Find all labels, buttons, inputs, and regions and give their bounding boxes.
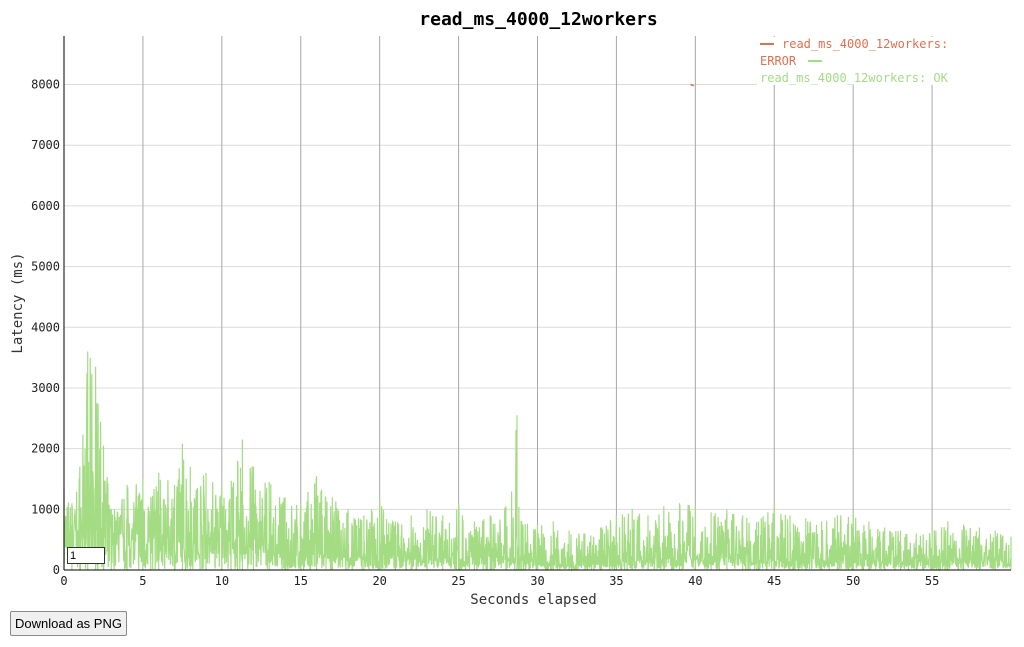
x-tick-label: 30 (530, 574, 544, 588)
y-tick-label: 3000 (31, 381, 60, 395)
legend-error-label-cont: ERROR (760, 54, 797, 68)
x-axis-label: Seconds elapsed (470, 592, 596, 608)
legend-error-label: read_ms_4000_12workers: (782, 37, 948, 51)
x-tick-label: 15 (294, 574, 308, 588)
x-tick-label: 45 (767, 574, 781, 588)
x-tick-label: 55 (925, 574, 939, 588)
x-tick-label: 50 (846, 574, 860, 588)
x-tick-label: 0 (60, 574, 67, 588)
y-tick-label: 6000 (31, 199, 60, 213)
y-tick-label: 7000 (31, 138, 60, 152)
x-tick-label: 20 (372, 574, 386, 588)
legend-background (757, 37, 1011, 85)
y-tick-label: 2000 (31, 442, 60, 456)
series-error-line (690, 83, 695, 87)
legend-ok-label: read_ms_4000_12workers: OK (760, 71, 949, 85)
x-tick-label: 35 (609, 574, 623, 588)
x-tick-label: 25 (451, 574, 465, 588)
y-tick-label: 0 (53, 563, 60, 577)
y-tick-label: 4000 (31, 320, 60, 334)
x-tick-label: 40 (688, 574, 702, 588)
series-ok-line (63, 351, 1012, 572)
y-axis-label: Latency (ms) (10, 252, 26, 353)
x-tick-label: 5 (139, 574, 146, 588)
x-tick-label: 10 (215, 574, 229, 588)
rolling-period-input[interactable] (67, 547, 105, 564)
chart-title: read_ms_4000_12workers (419, 9, 657, 30)
download-png-button[interactable]: Download as PNG (10, 611, 127, 636)
y-tick-label: 5000 (31, 260, 60, 274)
y-tick-label: 8000 (31, 78, 60, 92)
y-tick-label: 1000 (31, 502, 60, 516)
